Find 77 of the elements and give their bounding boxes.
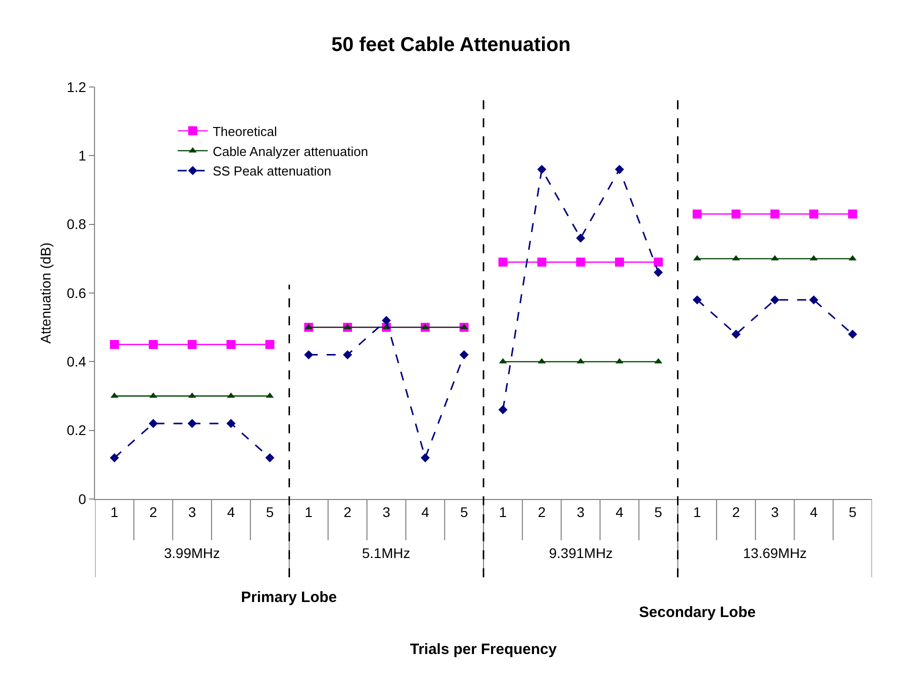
point <box>537 164 546 174</box>
point <box>420 453 430 462</box>
x-tick-label: 4 <box>616 504 624 520</box>
x-tick-label: 1 <box>693 504 702 520</box>
point <box>614 258 624 267</box>
y-tick-label: 0.4 <box>66 354 86 370</box>
point <box>460 324 468 330</box>
point <box>498 258 508 267</box>
point <box>110 340 119 349</box>
y-tick-label: 0.2 <box>66 422 86 438</box>
point <box>148 418 158 428</box>
text: Secondary Lobe <box>639 604 756 621</box>
x-tick-label: 2 <box>732 504 740 520</box>
x-tick-label: 1 <box>110 504 119 520</box>
x-tick-label: 5 <box>848 504 857 520</box>
y-tick-label: 1 <box>78 148 86 164</box>
x-tick-label: 5 <box>654 504 662 520</box>
point <box>188 418 197 428</box>
text: 3.99MHz <box>164 545 220 561</box>
x-tick-label: 4 <box>227 504 236 520</box>
point <box>342 350 352 360</box>
x-tick-label: 2 <box>344 504 352 520</box>
x-tick-label: 3 <box>188 504 196 520</box>
point <box>576 258 586 267</box>
x-tick-label: 3 <box>576 504 585 520</box>
text: 13.69MHz <box>743 545 807 561</box>
point <box>809 295 818 304</box>
text: 9.391MHz <box>549 545 613 561</box>
point <box>654 268 663 277</box>
x-tick-label: 5 <box>266 504 274 520</box>
point <box>382 316 391 326</box>
point <box>498 405 508 414</box>
chart-title: 50 feet Cable Attenuation <box>331 34 571 56</box>
text: Primary Lobe <box>241 589 337 606</box>
point <box>770 295 780 304</box>
point <box>614 164 624 174</box>
point <box>692 295 702 304</box>
y-tick-label: 1.2 <box>66 78 86 95</box>
point <box>732 210 741 219</box>
x-tick-label: 1 <box>499 504 508 520</box>
point <box>226 418 236 428</box>
y-axis-title: Attenuation (dB) <box>37 242 54 344</box>
point <box>188 340 197 349</box>
x-tick-label: 4 <box>810 504 818 520</box>
point <box>148 340 158 349</box>
point <box>692 210 702 219</box>
point <box>226 340 236 349</box>
point <box>770 210 780 219</box>
x-tick-label: 3 <box>382 504 390 520</box>
point <box>537 258 546 267</box>
x-tick-label: 1 <box>304 504 313 520</box>
legend-label: Cable Analyzer attenuation <box>212 144 368 159</box>
x-tick-label: 2 <box>538 504 546 520</box>
x-tick-label: 2 <box>149 504 158 520</box>
point <box>576 234 586 243</box>
x-tick-label: 4 <box>421 504 430 520</box>
text: Trials per Frequency <box>410 641 558 658</box>
point <box>304 350 314 360</box>
point <box>848 330 858 339</box>
y-tick-label: 0.6 <box>66 284 86 301</box>
x-tick-label: 3 <box>770 504 779 520</box>
point <box>421 324 430 330</box>
y-tick-label: 0.8 <box>66 216 86 232</box>
point <box>265 340 274 349</box>
point <box>460 350 469 360</box>
text: 5.1MHz <box>362 545 410 561</box>
point <box>809 210 818 219</box>
legend-label: SS Peak attenuation <box>212 164 332 179</box>
legend-label: Theoretical <box>212 124 278 139</box>
point <box>265 453 274 462</box>
x-tick-label: 5 <box>460 504 468 520</box>
point <box>110 453 119 462</box>
point <box>304 324 313 330</box>
point <box>848 210 858 219</box>
point <box>654 258 663 267</box>
point <box>731 330 741 339</box>
y-tick-label: 0 <box>78 490 86 507</box>
